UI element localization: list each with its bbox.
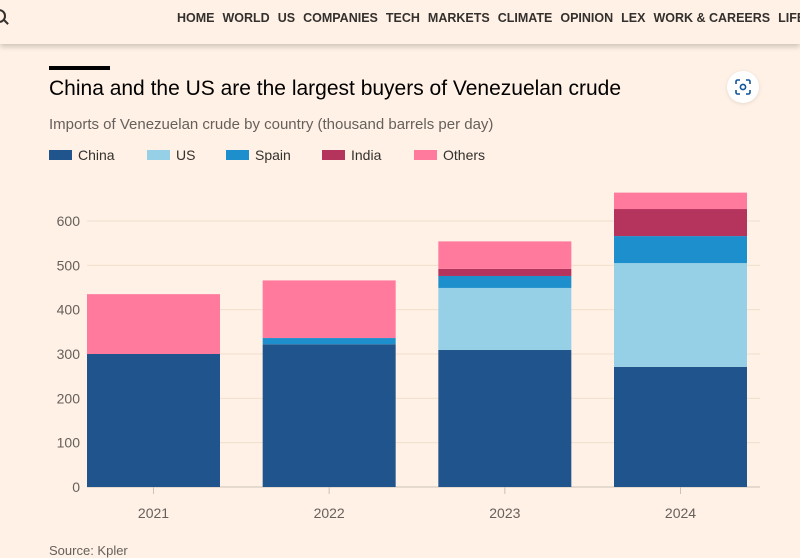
legend-label: US bbox=[176, 147, 196, 163]
legend-item-china: China bbox=[49, 147, 115, 163]
legend-item-spain: Spain bbox=[226, 147, 291, 163]
legend-label: Others bbox=[443, 147, 486, 163]
nav-item-opinion[interactable]: OPINION bbox=[560, 11, 614, 25]
nav-item-markets[interactable]: MARKETS bbox=[427, 11, 490, 25]
x-tick-label: 2023 bbox=[489, 505, 520, 521]
bar-segment-india-2024 bbox=[614, 209, 747, 237]
nav-item-lex[interactable]: LEX bbox=[621, 11, 646, 25]
y-tick-label: 600 bbox=[57, 213, 81, 229]
search-icon[interactable] bbox=[0, 9, 6, 23]
x-tick-label: 2024 bbox=[665, 505, 696, 521]
nav-item-world[interactable]: WORLD bbox=[222, 11, 270, 25]
legend-item-india: India bbox=[322, 147, 381, 163]
nav-item-home[interactable]: HOME bbox=[177, 11, 215, 25]
title-accent-bar bbox=[49, 66, 110, 70]
legend-item-others: Others bbox=[414, 147, 485, 163]
bar-segment-others-2021 bbox=[87, 294, 220, 354]
legend-item-us: US bbox=[147, 147, 195, 163]
bar-segment-spain-2023 bbox=[438, 275, 572, 288]
nav-item-climate[interactable]: CLIMATE bbox=[497, 11, 553, 25]
legend-label: India bbox=[351, 147, 382, 163]
nav-item-work-careers[interactable]: WORK & CAREERS bbox=[653, 11, 771, 25]
legend-swatch bbox=[147, 150, 170, 160]
bar-segment-spain-2022 bbox=[262, 338, 396, 345]
legend-swatch bbox=[322, 150, 345, 160]
bar-segment-china-2022 bbox=[262, 344, 396, 487]
y-tick-label: 500 bbox=[57, 257, 81, 273]
bar-segment-china-2023 bbox=[438, 350, 572, 487]
y-tick-label: 100 bbox=[57, 435, 81, 451]
bar-segment-us-2023 bbox=[438, 287, 572, 351]
legend-label: Spain bbox=[255, 147, 291, 163]
y-tick-label: 300 bbox=[57, 346, 81, 362]
chart-subtitle: Imports of Venezuelan crude by country (… bbox=[49, 116, 494, 133]
screenshot-expand-icon bbox=[735, 79, 751, 95]
legend-swatch bbox=[414, 150, 437, 160]
bar-segment-others-2022 bbox=[262, 280, 396, 339]
nav-item-tech[interactable]: TECH bbox=[385, 11, 420, 25]
top-nav: HOME WORLD US COMPANIES TECH MARKETS CLIMATE OP… bbox=[0, 0, 800, 44]
legend-swatch bbox=[49, 150, 72, 160]
screenshot-expand-button[interactable] bbox=[727, 71, 759, 103]
legend-swatch bbox=[226, 150, 249, 160]
bar-segment-china-2021 bbox=[87, 354, 220, 487]
bar-segment-india-2023 bbox=[438, 268, 572, 276]
y-tick-label: 400 bbox=[57, 302, 81, 318]
x-tick-label: 2022 bbox=[314, 505, 345, 521]
bar-segment-china-2024 bbox=[614, 366, 747, 487]
bar-segment-others-2023 bbox=[438, 241, 572, 269]
bar-segment-spain-2024 bbox=[614, 236, 747, 264]
chart-title: China and the US are the largest buyers … bbox=[49, 77, 622, 100]
x-tick-label: 2021 bbox=[138, 505, 169, 521]
nav-items: HOME WORLD US COMPANIES TECH MARKETS CLIMATE OP… bbox=[177, 11, 800, 25]
bar-segment-us-2024 bbox=[614, 263, 747, 367]
nav-item-life[interactable]: LIFE bbox=[778, 11, 800, 25]
y-tick-label: 200 bbox=[57, 390, 81, 406]
bar-segment-others-2024 bbox=[614, 192, 747, 210]
legend-label: China bbox=[78, 147, 115, 163]
nav-item-us[interactable]: US bbox=[277, 11, 296, 25]
nav-item-companies[interactable]: COMPANIES bbox=[303, 11, 378, 25]
y-tick-label: 0 bbox=[72, 479, 80, 495]
source-note: Source: Kpler bbox=[49, 543, 128, 558]
